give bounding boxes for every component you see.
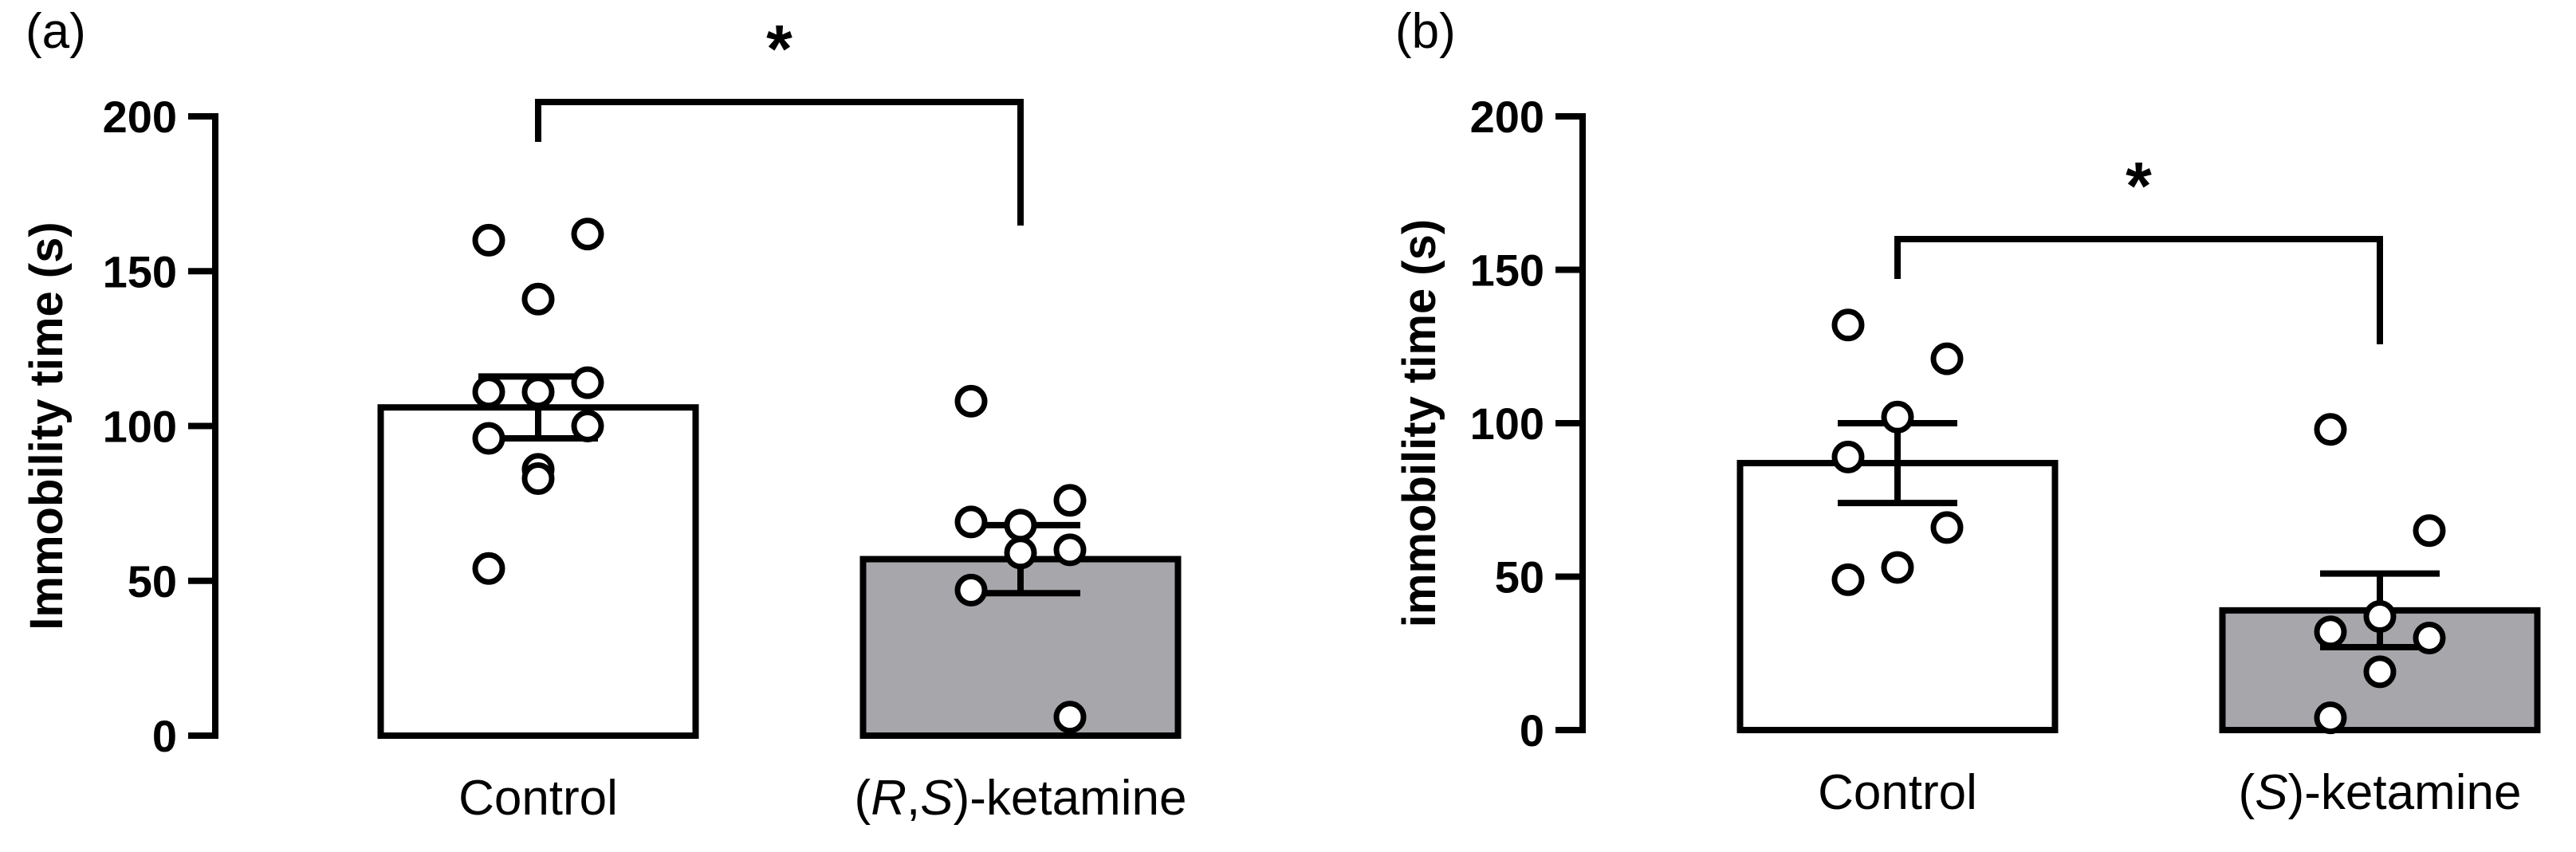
data-point (472, 422, 505, 455)
y-tick-label: 50 (128, 556, 177, 607)
data-point (1831, 308, 1865, 342)
data-point (521, 375, 555, 409)
y-tick-label: 100 (103, 402, 177, 452)
data-point (472, 223, 505, 257)
data-point (521, 462, 555, 496)
significance-label: * (2126, 148, 2152, 223)
x-category-label: (S)-ketamine (2239, 765, 2522, 820)
data-point (571, 218, 604, 251)
data-point (1930, 511, 1964, 544)
data-point (571, 366, 604, 399)
data-point (954, 384, 988, 418)
y-tick-label: 0 (152, 711, 177, 761)
y-tick-label: 200 (1470, 92, 1544, 142)
y-tick-label: 50 (1495, 552, 1544, 603)
y-tick-label: 200 (103, 92, 177, 142)
y-tick-label: 150 (1470, 245, 1544, 296)
data-point (1004, 508, 1037, 542)
y-tick-label: 100 (1470, 399, 1544, 449)
significance-bracket (535, 99, 1024, 226)
data-point (472, 552, 505, 585)
data-point (2314, 413, 2347, 446)
panel-label: (b) (1395, 4, 1456, 59)
panel-label: (a) (26, 4, 86, 59)
data-point (2363, 600, 2397, 634)
data-point (954, 505, 988, 539)
data-point (1831, 440, 1865, 473)
y-tick-label: 0 (1520, 705, 1544, 756)
data-point (954, 573, 988, 607)
data-point (1053, 701, 1087, 734)
data-point (2413, 514, 2446, 548)
data-point (1930, 342, 1964, 375)
y-tick-label: 150 (103, 246, 177, 296)
data-point (2363, 655, 2397, 689)
data-point (1881, 551, 1914, 584)
x-category-label: (R,S)-ketamine (855, 771, 1187, 826)
data-point (472, 375, 505, 409)
significance-label: * (766, 11, 792, 86)
x-category-label: Control (458, 771, 618, 826)
data-point (1004, 536, 1037, 570)
data-point (1831, 563, 1865, 596)
data-point (1881, 400, 1914, 434)
data-point (2314, 701, 2347, 735)
data-point (521, 282, 555, 316)
data-point (571, 410, 604, 442)
y-axis-title: Immobility time (s) (21, 222, 73, 630)
data-point (2314, 615, 2347, 649)
data-point (1053, 484, 1087, 517)
chart-panel-b: (b) 0 50 100 150 200 immobility time (s) Contro… (1394, 4, 2541, 820)
y-axis-title: immobility time (s) (1394, 219, 1445, 627)
chart-panel-a: (a) 0 50 100 150 200 Immobility time (s) Contro… (21, 4, 1186, 826)
x-category-label: Control (1818, 765, 1977, 820)
significance-bracket (1894, 236, 2383, 344)
data-point (1053, 533, 1087, 567)
data-point (2413, 622, 2446, 654)
